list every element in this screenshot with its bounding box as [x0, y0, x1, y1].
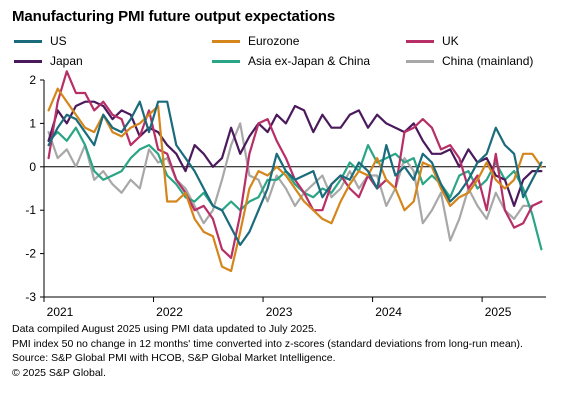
x-tick-label: 2023	[266, 305, 293, 319]
x-tick-label: 2021	[47, 305, 74, 319]
chart-legend: US Eurozone UK Japan Asia ex-Japan & Chi…	[14, 34, 570, 76]
legend-item-asia-ex-japan-china: Asia ex-Japan & China	[212, 54, 370, 68]
legend-swatch-uk	[406, 39, 434, 43]
chart-title: Manufacturing PMI future output expectat…	[12, 8, 336, 25]
legend-swatch-china-mainland	[406, 59, 434, 63]
legend-label-uk: UK	[442, 34, 459, 48]
y-tick-label: -1	[25, 203, 36, 217]
series-line-eurozone	[47, 87, 543, 273]
chart-plot: 2 1 0 -1 -2 -3 2021 2022 2023 2024 2025	[25, 70, 546, 319]
y-tick-label: -2	[25, 247, 36, 261]
legend-item-china-mainland: China (mainland)	[406, 54, 533, 68]
legend-item-eurozone: Eurozone	[212, 34, 299, 48]
series-line-us	[47, 100, 543, 246]
note-copyright: © 2025 S&P Global.	[12, 366, 106, 379]
y-tick-label: 0	[29, 160, 36, 174]
chart-notes: Data compiled August 2025 using PMI data…	[12, 322, 523, 380]
y-tick-label: -3	[25, 290, 36, 304]
series-line-japan	[47, 100, 543, 207]
x-tick-label: 2025	[485, 305, 512, 319]
series-line-uk	[47, 70, 543, 259]
legend-swatch-japan	[14, 59, 42, 63]
legend-label-china-mainland: China (mainland)	[442, 54, 534, 68]
legend-item-uk: UK	[406, 34, 459, 48]
series-line-china-mainland	[47, 122, 543, 242]
note-data-compiled: Data compiled August 2025 using PMI data…	[12, 323, 317, 335]
note-methodology: PMI index 50 no change in 12 months' tim…	[12, 337, 523, 350]
x-tick-label: 2022	[156, 305, 183, 319]
y-tick-label: 2	[29, 73, 36, 87]
legend-item-japan: Japan	[14, 54, 83, 68]
legend-label-eurozone: Eurozone	[248, 34, 300, 48]
legend-label-us: US	[50, 34, 67, 48]
legend-item-us: US	[14, 34, 67, 48]
legend-swatch-asia-ex-japan-china	[212, 59, 240, 63]
legend-swatch-eurozone	[212, 39, 240, 43]
legend-label-japan: Japan	[50, 54, 83, 68]
legend-label-asia-ex-japan-china: Asia ex-Japan & China	[248, 54, 371, 68]
series-line-asia-ex-japan-china	[47, 126, 543, 251]
x-tick-label: 2024	[375, 305, 402, 319]
y-tick-label: 1	[29, 116, 36, 130]
note-source: Source: S&P Global PMI with HCOB, S&P Gl…	[12, 352, 336, 364]
legend-swatch-us	[14, 39, 42, 43]
